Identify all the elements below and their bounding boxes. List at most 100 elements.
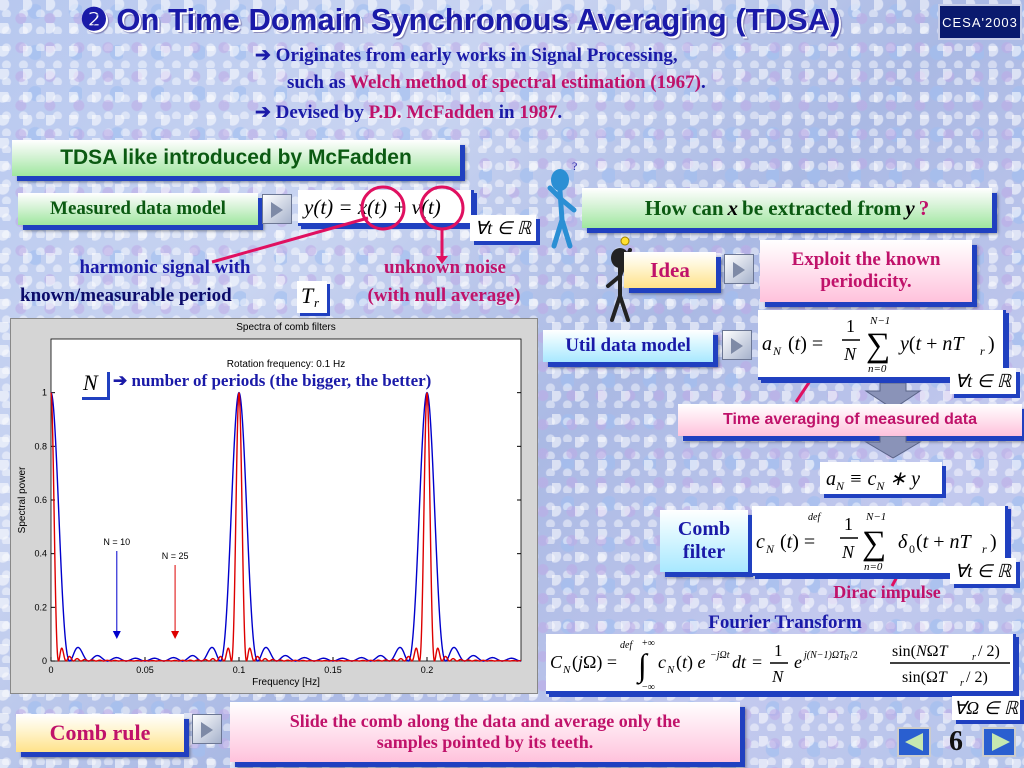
- page-number: 6: [949, 726, 963, 757]
- svg-text:/2: /2: [850, 650, 858, 661]
- svg-text:1: 1: [844, 514, 853, 534]
- svg-text:0: 0: [909, 542, 915, 556]
- down-arrow-icon: [864, 383, 922, 410]
- svg-text:r: r: [982, 542, 987, 556]
- comb-label-2: filter: [682, 541, 726, 563]
- spectrum-chart-panel: Spectra of comb filters 0 0.05 0.1 0.15 0.2 0…: [10, 318, 538, 694]
- svg-text:N: N: [843, 344, 857, 364]
- util-lhs-sub: N: [772, 344, 782, 358]
- arrow-right-icon: [722, 330, 752, 360]
- plot-area: [50, 338, 522, 662]
- svg-text:N: N: [666, 664, 675, 676]
- svg-text:N: N: [771, 667, 785, 686]
- idea-label: Idea: [624, 252, 716, 288]
- svg-text:∫: ∫: [636, 647, 649, 685]
- circle-v: [419, 185, 465, 231]
- svg-text:1: 1: [846, 316, 855, 336]
- pointer-harmonic: [211, 216, 369, 264]
- comb-rule-label: Comb rule: [16, 714, 184, 752]
- svg-text:dt: dt: [732, 652, 747, 672]
- thinking-figure-icon: ?: [547, 159, 577, 249]
- series-group: [50, 391, 522, 662]
- svg-text:N: N: [562, 664, 571, 676]
- slide-title: ❷ On Time Domain Synchronous Averaging (…: [80, 2, 841, 37]
- svg-text:r: r: [980, 344, 985, 358]
- bullet-text: .: [700, 72, 706, 93]
- comb-rule-line1: Slide the comb along the data and averag…: [289, 711, 681, 731]
- svg-text:N: N: [841, 542, 855, 562]
- util-lhs: a: [762, 333, 772, 355]
- arrow-right-icon: [262, 194, 292, 224]
- fourier-formula: C N (jΩ) = def +∞ ∫ −∞ c N (t) e −jΩt dt…: [550, 638, 1010, 693]
- conference-badge: CESA'2003: [938, 4, 1022, 40]
- svg-text:n=0: n=0: [864, 561, 883, 573]
- question-text: How can: [644, 195, 724, 220]
- svg-text:(t) e: (t) e: [676, 652, 706, 673]
- svg-text:(t) =: (t) =: [780, 531, 815, 553]
- author-reference: P.D. McFadden: [368, 102, 495, 123]
- bullet-origin: ➔ Originates from early works in Signal …: [255, 44, 678, 67]
- question-text: be extracted from: [742, 195, 902, 220]
- y-tick-label: 0: [42, 656, 47, 666]
- svg-text:sin(NΩT: sin(NΩT: [892, 643, 949, 660]
- chart-subtitle: Rotation frequency: 0.1 Hz: [227, 359, 345, 370]
- chart-title: Spectra of comb filters: [236, 322, 335, 333]
- svg-text:∑: ∑: [866, 327, 890, 364]
- year-reference: 1987: [519, 102, 558, 123]
- svg-text:R: R: [843, 653, 849, 662]
- n-annotation: ➔ number of periods (the bigger, the bet…: [113, 371, 431, 391]
- forall-t-2: ∀t ∈ ℝ: [950, 368, 1016, 394]
- n-annotation-text: number of periods (the bigger, the bette…: [131, 371, 432, 390]
- harmonic-label-2: known/measurable period: [20, 285, 320, 307]
- x-tick-label: 0.2: [421, 665, 434, 675]
- svg-text:def: def: [620, 640, 633, 651]
- n-symbol: N: [83, 370, 98, 395]
- bullet-text: such as: [287, 72, 351, 93]
- svg-text:j(N−1)ΩT: j(N−1)ΩT: [802, 650, 846, 661]
- conv-sub2: N: [876, 479, 885, 493]
- x-tick-label: 0.15: [324, 665, 342, 675]
- series-label-arrowhead: [171, 631, 180, 639]
- comb-filter-label: Comb filter: [660, 510, 748, 572]
- bullet-origin-text: Originates from early works in Signal Pr…: [275, 45, 678, 66]
- down-arrow-icon: [864, 436, 922, 459]
- idea-text: Exploit the known periodicity.: [760, 240, 972, 302]
- period-sub: r: [314, 295, 320, 310]
- svg-text:r: r: [960, 678, 964, 689]
- svg-text:): ): [990, 531, 997, 553]
- arrow-icon: ➔: [255, 102, 271, 123]
- harmonic-label-1: harmonic signal with: [79, 257, 251, 278]
- svg-text:−jΩt: −jΩt: [710, 650, 730, 661]
- question-mark: ?: [918, 195, 930, 220]
- period-symbol-box: T r: [297, 281, 327, 313]
- svg-text:+∞: +∞: [642, 638, 655, 649]
- next-slide-button[interactable]: [982, 727, 1016, 757]
- noise-label-2: (with null average): [367, 285, 521, 306]
- svg-text:N−1: N−1: [865, 511, 886, 523]
- svg-text:/ 2): / 2): [978, 643, 1000, 660]
- y-tick-label: 0.4: [34, 549, 47, 559]
- y-tick-label: 0.6: [34, 495, 47, 505]
- forall-t-3: ∀t ∈ ℝ: [950, 558, 1016, 584]
- measured-formula-box: y(t) = x(t) + v(t): [298, 190, 474, 226]
- conv-sub1: N: [836, 479, 845, 493]
- x-tick-label: 0: [48, 665, 53, 675]
- series-label-arrowhead: [112, 631, 121, 639]
- section-title: TDSA like introduced by McFadden: [12, 140, 460, 176]
- period-symbol: T: [301, 283, 314, 308]
- svg-text:−∞: −∞: [642, 682, 655, 692]
- noise-label-1: unknown noise: [384, 257, 506, 278]
- svg-text:c: c: [658, 652, 666, 672]
- util-formula: a N (t) = 1 N N−1 ∑ n=0 y(t + nT r ): [762, 315, 995, 375]
- previous-slide-button[interactable]: [897, 727, 931, 757]
- series-labels: N = 10 N = 25: [103, 537, 188, 639]
- question-x: x: [727, 195, 739, 220]
- series-label: N = 25: [162, 551, 189, 561]
- comb-rule-text: Slide the comb along the data and averag…: [230, 702, 740, 762]
- convolution-box: aN ≡ cN ∗ y: [820, 462, 942, 494]
- harmonic-label-2-text: known/measurable period: [20, 285, 232, 306]
- svg-text:r: r: [972, 652, 976, 663]
- svg-text:=: =: [752, 652, 762, 672]
- svg-text:/ 2): / 2): [966, 669, 988, 686]
- measured-formula: y(t) = x(t) + v(t): [304, 195, 441, 219]
